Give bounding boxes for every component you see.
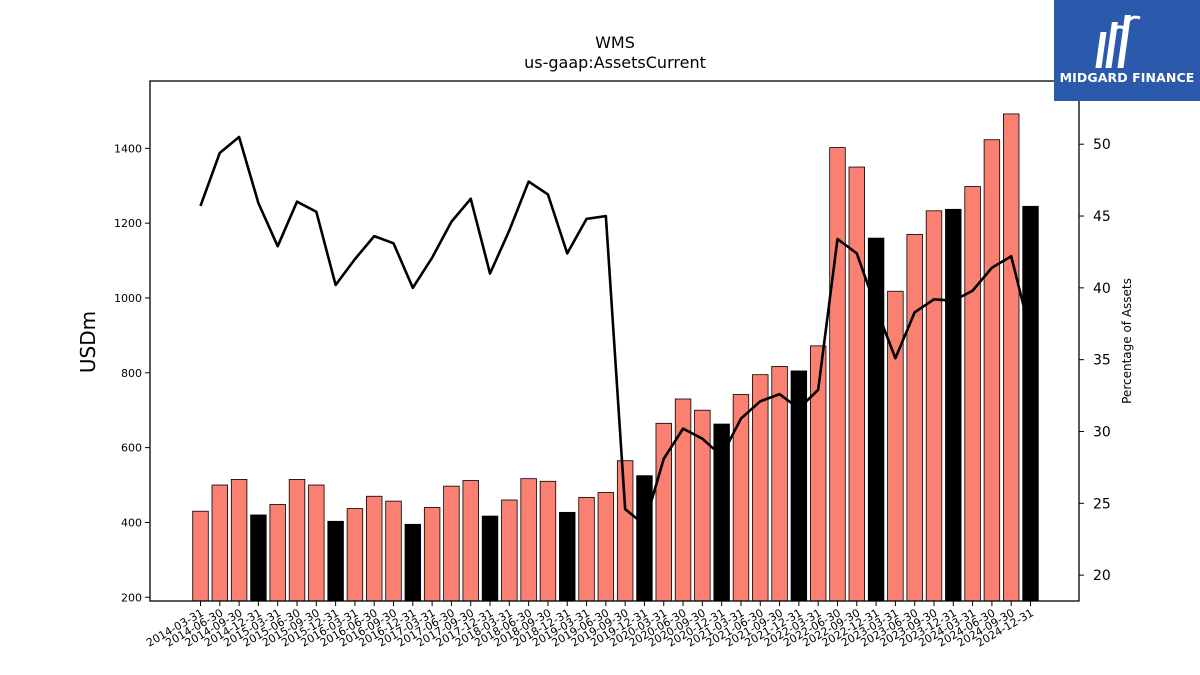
left-axis: 200 400 600 800 1000 1200 1400: [114, 142, 150, 604]
bars-layer: [192, 113, 1039, 602]
midgard-logo-icon: [1095, 15, 1141, 68]
bar: [829, 147, 846, 602]
brand-name: MIDGARD FINANCE: [1059, 70, 1195, 85]
bar: [230, 479, 248, 602]
bar: [539, 480, 557, 602]
y-tick-label: 600: [121, 442, 142, 455]
bar: [848, 166, 865, 602]
bar: [1003, 113, 1020, 602]
y2-axis-label: Percentage of Assets: [1120, 278, 1134, 404]
bar: [520, 478, 537, 602]
y-tick-label: 800: [121, 367, 142, 380]
bar: [327, 520, 344, 602]
y-tick-label: 1000: [114, 292, 142, 305]
y-tick-label: 200: [121, 591, 142, 604]
bar: [616, 460, 634, 602]
bar: [443, 485, 460, 602]
right-axis: 20 25 30 35 40 45 50: [1079, 137, 1111, 584]
bar: [366, 495, 383, 602]
y-tick-label: 400: [121, 516, 142, 529]
y2-tick-label: 30: [1093, 424, 1111, 440]
bar: [906, 233, 923, 602]
y-tick-label: 1200: [114, 217, 142, 230]
x-axis: 2014-03-312014-06-302014-09-302014-12-31…: [144, 601, 1036, 650]
bar: [578, 496, 595, 602]
y2-tick-label: 45: [1093, 209, 1111, 225]
bar: [636, 475, 653, 602]
bar: [288, 479, 306, 602]
series-line-percentage: [199, 135, 1032, 527]
bar: [559, 511, 576, 602]
bar: [269, 504, 286, 602]
bar: [250, 514, 267, 602]
bar: [983, 139, 1001, 602]
y2-tick-label: 35: [1093, 353, 1111, 369]
bar: [925, 210, 943, 602]
y2-tick-label: 20: [1093, 568, 1111, 584]
bar: [211, 484, 229, 602]
bar: [192, 510, 209, 602]
bar: [945, 208, 962, 602]
plot-frame: [149, 80, 1080, 602]
y2-tick-label: 25: [1093, 496, 1111, 512]
bar: [462, 480, 479, 602]
y-axis-label: USDm: [76, 311, 100, 373]
bar: [597, 492, 615, 602]
bar: [481, 515, 499, 602]
chart-title: WMS: [595, 33, 635, 52]
bar: [887, 290, 904, 602]
bar: [771, 366, 788, 602]
y2-tick-label: 50: [1093, 137, 1111, 153]
bar: [385, 500, 402, 602]
brand-logo: MIDGARD FINANCE: [1054, 0, 1200, 101]
y2-tick-label: 40: [1093, 281, 1111, 297]
bar: [501, 499, 518, 602]
y-tick-label: 1400: [114, 142, 142, 155]
bar: [308, 484, 325, 602]
chart-subtitle: us-gaap:AssetsCurrent: [524, 53, 706, 72]
bar: [1022, 205, 1039, 602]
bar: [404, 523, 422, 602]
bar: [423, 507, 441, 602]
bar: [752, 374, 769, 602]
bar: [346, 508, 364, 602]
bar: [964, 186, 981, 602]
bar: [732, 394, 750, 602]
